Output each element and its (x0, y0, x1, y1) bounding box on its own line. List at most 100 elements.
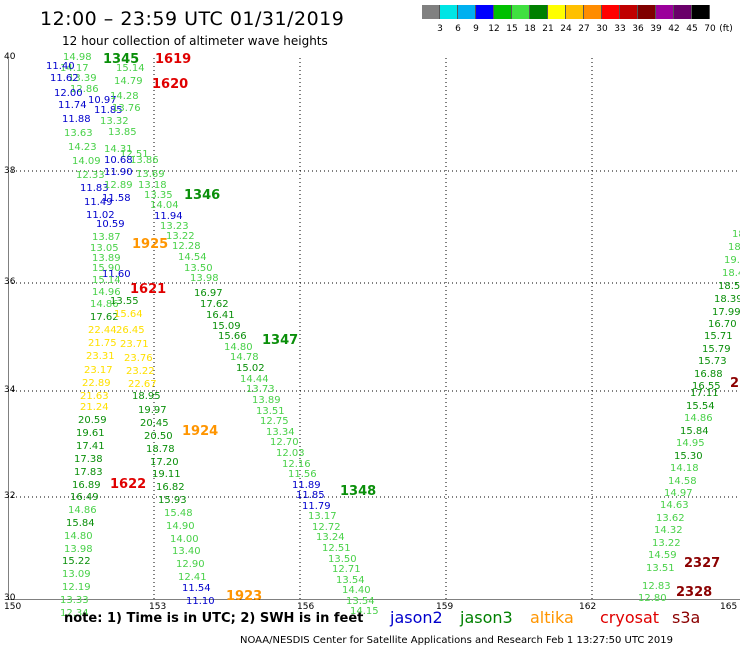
wave-height-value: 13.18 (138, 180, 167, 191)
wave-height-value: 13.39 (68, 73, 97, 84)
wave-height-value: 26.45 (116, 325, 145, 336)
wave-height-value: 14.97 (664, 488, 693, 499)
wave-height-value: 14.79 (114, 76, 143, 87)
satellite-jason3: jason3 (460, 608, 513, 627)
wave-height-value: 13.09 (62, 569, 91, 580)
wave-height-value: 23.22 (126, 366, 155, 377)
lon-tick-label: 153 (149, 602, 167, 612)
wave-height-value: 13.76 (112, 103, 141, 114)
wave-height-value: 20.59 (78, 415, 107, 426)
wave-height-value: 14.00 (170, 534, 199, 545)
wave-height-value: 11.89 (292, 480, 321, 491)
wave-height-value: 16.41 (206, 310, 235, 321)
wave-height-value: 15.30 (674, 451, 703, 462)
wave-height-value: 14.98 (63, 52, 92, 63)
wave-height-value: 13.69 (136, 169, 165, 180)
wave-height-value: 16.82 (156, 482, 185, 493)
wave-height-value: 12.33 (76, 170, 105, 181)
wave-height-value: 13.23 (160, 221, 189, 232)
wave-height-value: 13.50 (184, 263, 213, 274)
wave-height-value: 14.96 (92, 287, 121, 298)
wave-height-value: 22.44 (88, 325, 117, 336)
wave-height-value: 20.45 (140, 418, 169, 429)
wave-height-value: 12.86 (70, 84, 99, 95)
wave-height-value: 17.62 (90, 312, 119, 323)
wave-height-value: 13.73 (246, 384, 275, 395)
wave-height-value: 21.75 (88, 338, 117, 349)
wave-height-value: 15.73 (698, 356, 727, 367)
wave-height-value: 14.31 (104, 144, 133, 155)
legend-swatch (458, 5, 476, 19)
lat-tick-label: 38 (4, 166, 16, 176)
wave-height-value: 13.54 (346, 596, 375, 607)
wave-height-value: 15.48 (164, 508, 193, 519)
wave-height-value: 14.59 (648, 550, 677, 561)
wave-height-value: 13.22 (652, 538, 681, 549)
wave-height-value: 12.90 (176, 559, 205, 570)
wave-height-value: 15.14 (92, 275, 121, 286)
wave-height-value: 13.87 (92, 232, 121, 243)
wave-height-value: 13.63 (64, 128, 93, 139)
wave-height-value: 12.51 (120, 149, 149, 160)
wave-height-value: 13.98 (190, 273, 219, 284)
legend-label: 15 (506, 24, 518, 34)
wave-height-value: 11.02 (86, 210, 115, 221)
wave-height-value: 15.84 (680, 426, 709, 437)
wave-height-value: 13.33 (60, 595, 89, 606)
page-title: 12:00 – 23:59 UTC 01/31/2019 (40, 8, 345, 30)
wave-height-value: 15.64 (114, 309, 143, 320)
wave-height-value: 14.86 (90, 299, 119, 310)
pass-time-label: 1619 (155, 52, 192, 67)
page-subtitle: 12 hour collection of altimeter wave hei… (62, 34, 328, 48)
wave-height-value: 15.84 (66, 518, 95, 529)
wave-height-value: 14.15 (350, 606, 379, 617)
lat-tick-label: 32 (4, 491, 16, 501)
pass-time-label: 1925 (132, 237, 169, 252)
wave-height-value: 14.04 (150, 200, 179, 211)
legend-swatch (602, 5, 620, 19)
wave-height-value: 13.98 (64, 544, 93, 555)
wave-height-value: 15.79 (702, 344, 731, 355)
legend-label: 12 (488, 24, 500, 34)
legend-swatch (620, 5, 638, 19)
lat-tick-label: 30 (4, 593, 16, 603)
wave-height-value: 13.50 (328, 554, 357, 565)
wave-height-value: 11.56 (288, 469, 317, 480)
lat-tick-label: 34 (4, 385, 16, 395)
wave-height-value: 14.18 (670, 463, 699, 474)
legend-swatch (422, 5, 440, 19)
wave-height-value: 14.78 (230, 352, 259, 363)
wave-height-value: 15.90 (92, 263, 121, 274)
wave-height-value: 14.23 (68, 142, 97, 153)
legend-label: 45 (686, 24, 698, 34)
legend-swatch (440, 5, 458, 19)
wave-height-value: 12.89 (104, 180, 133, 191)
wave-height-value: 23.31 (86, 351, 115, 362)
wave-height-value: 12.83 (642, 581, 671, 592)
satellite-jason2: jason2 (390, 608, 443, 627)
wave-height-value: 15.02 (236, 363, 265, 374)
wave-height-value: 11.79 (302, 501, 331, 512)
wave-height-value: 19.97 (138, 405, 167, 416)
lon-tick-label: 156 (297, 602, 315, 612)
wave-height-value: 12.70 (270, 437, 299, 448)
wave-height-value: 14.40 (342, 585, 371, 596)
wave-height-value: 15.71 (704, 331, 733, 342)
wave-height-value: 20.50 (144, 431, 173, 442)
wave-height-value: 11.40 (46, 61, 75, 72)
wave-height-value: 17.99 (712, 307, 740, 318)
wave-height-value: 11.90 (104, 167, 133, 178)
wave-height-value: 10.97 (88, 95, 117, 106)
wave-height-value: 12.72 (312, 522, 341, 533)
pass-time-label: 2328 (676, 585, 713, 600)
pass-time-label: 1924 (182, 424, 219, 439)
wave-height-value: 14.44 (240, 374, 269, 385)
pass-time-label: 1347 (262, 333, 299, 348)
pass-time-label: 2327 (684, 556, 721, 571)
wave-height-value: 13.32 (100, 116, 129, 127)
wave-height-value: 11.94 (154, 211, 183, 222)
pass-time-label: 1348 (340, 484, 377, 499)
wave-height-value: 15.22 (62, 556, 91, 567)
wave-height-value: 13.55 (110, 296, 139, 307)
wave-height-value: 13.85 (108, 127, 137, 138)
